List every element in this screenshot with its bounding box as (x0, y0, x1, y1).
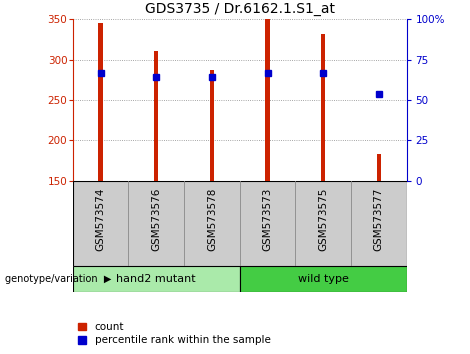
Text: GSM573577: GSM573577 (374, 187, 384, 251)
Text: genotype/variation  ▶: genotype/variation ▶ (5, 274, 111, 284)
Bar (376, 154, 381, 181)
Legend: count, percentile rank within the sample: count, percentile rank within the sample (78, 322, 271, 345)
Title: GDS3735 / Dr.6162.1.S1_at: GDS3735 / Dr.6162.1.S1_at (145, 2, 335, 16)
Bar (240, 266, 407, 292)
Bar (210, 70, 214, 181)
Text: GSM573573: GSM573573 (263, 187, 273, 251)
Text: GSM573575: GSM573575 (318, 187, 328, 251)
Bar (321, 34, 325, 181)
Bar (265, 19, 270, 181)
Bar (154, 51, 158, 181)
Text: hand2 mutant: hand2 mutant (117, 274, 196, 284)
Text: GSM573576: GSM573576 (151, 187, 161, 251)
Text: GSM573578: GSM573578 (207, 187, 217, 251)
Text: wild type: wild type (298, 274, 349, 284)
Bar (98, 23, 103, 181)
Bar (73, 266, 240, 292)
Text: GSM573574: GSM573574 (96, 187, 106, 251)
